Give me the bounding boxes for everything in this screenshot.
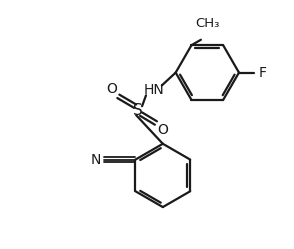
Text: O: O bbox=[157, 123, 168, 137]
Text: HN: HN bbox=[143, 83, 164, 97]
Text: N: N bbox=[91, 153, 101, 167]
Text: F: F bbox=[259, 65, 267, 80]
Text: O: O bbox=[106, 82, 117, 96]
Text: S: S bbox=[133, 103, 143, 118]
Text: CH₃: CH₃ bbox=[195, 17, 220, 30]
